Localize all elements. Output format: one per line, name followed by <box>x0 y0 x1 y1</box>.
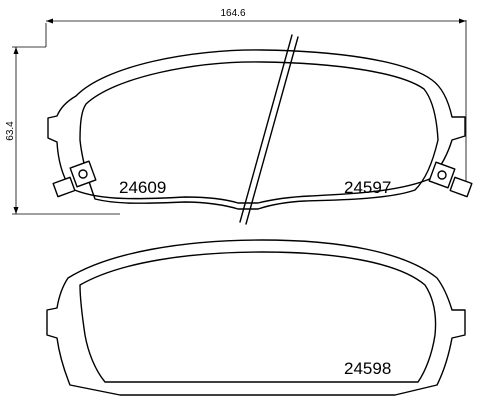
part-number-upper-right: 24597 <box>344 178 391 197</box>
width-dimension-label: 164.6 <box>220 8 245 19</box>
lower-backing-plate <box>46 239 466 396</box>
height-dimension: 63.4 <box>5 46 120 215</box>
break-lines <box>239 34 299 225</box>
width-dimension: 164.6 <box>45 8 467 190</box>
left-wear-indicator-icon <box>52 160 97 198</box>
height-dimension-label: 63.4 <box>5 121 16 141</box>
right-wear-indicator-icon <box>428 161 473 198</box>
part-number-upper-left: 24609 <box>119 178 166 197</box>
lower-brake-pad: 24598 <box>46 239 466 396</box>
upper-backing-plate <box>47 49 466 204</box>
lower-friction-material <box>79 251 437 383</box>
upper-friction-material <box>79 61 439 210</box>
upper-brake-pad: 24609 24597 <box>47 49 473 210</box>
part-number-lower: 24598 <box>344 359 391 378</box>
